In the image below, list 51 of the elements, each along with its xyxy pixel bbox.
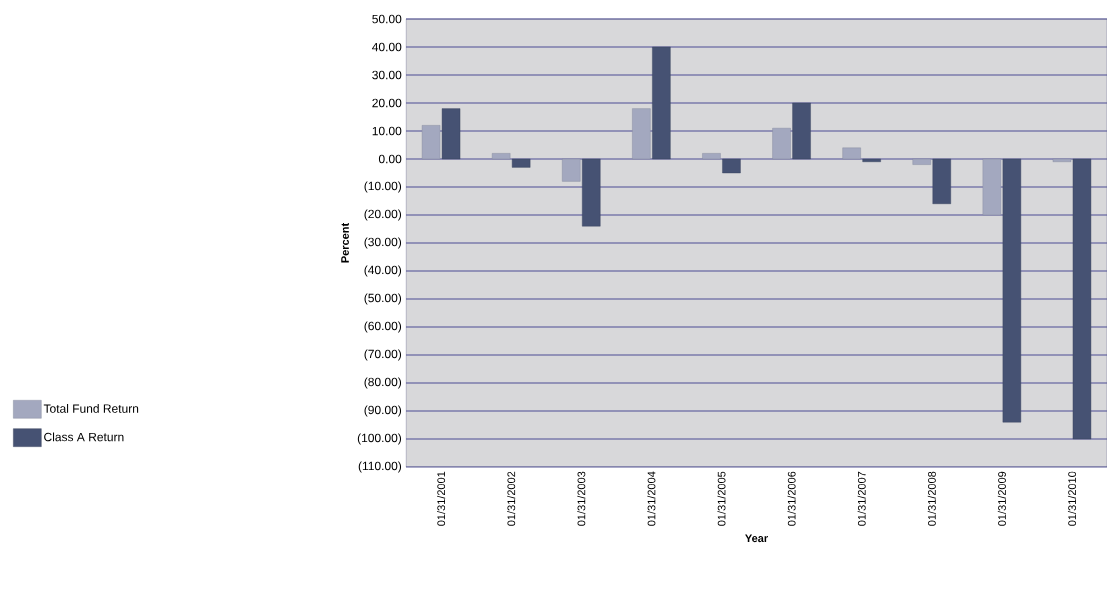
bar (772, 127, 791, 160)
legend-label: Total Fund Return (43, 404, 139, 413)
bar (702, 153, 721, 160)
x-tick-label: 01/31/2005 (717, 471, 726, 526)
bar (792, 102, 811, 160)
legend-label: Class A Return (44, 432, 124, 442)
bar (1002, 158, 1022, 423)
y-tick-label: 10.00 (372, 126, 402, 136)
x-tick-label: 01/31/2006 (787, 471, 796, 526)
y-tick-label: 30.00 (372, 70, 402, 80)
x-tick-label: 01/31/2008 (927, 471, 936, 526)
bar (582, 158, 601, 227)
bar (722, 158, 741, 174)
bar (652, 46, 671, 160)
x-tick-label: 01/31/2009 (997, 471, 1006, 526)
bar (912, 158, 931, 165)
y-tick-label: (40.00) (364, 265, 402, 277)
y-tick-label: (10.00) (364, 181, 402, 193)
y-tick-label: 50.00 (372, 14, 402, 24)
bar (421, 125, 441, 160)
x-axis-title: Year (745, 534, 768, 543)
x-tick-label: 01/31/2001 (437, 471, 446, 526)
y-tick-label: 20.00 (372, 98, 402, 108)
x-tick-label: 01/31/2010 (1067, 471, 1077, 526)
bar (1052, 158, 1072, 162)
y-tick-label: (20.00) (364, 209, 402, 221)
y-tick-label: (60.00) (364, 321, 402, 333)
x-tick-label: 01/31/2002 (507, 471, 516, 526)
bar (1072, 158, 1092, 440)
y-tick-label: 40.00 (372, 42, 402, 52)
bar (982, 158, 1002, 216)
y-tick-label: (90.00) (364, 405, 402, 417)
y-tick-label: (80.00) (364, 377, 402, 389)
bar (932, 158, 951, 204)
bar (562, 158, 581, 182)
y-tick-label: (70.00) (364, 349, 402, 361)
y-tick-label: (50.00) (364, 293, 402, 305)
bar (491, 153, 511, 160)
bar (632, 108, 651, 160)
x-tick-label: 01/31/2003 (577, 471, 586, 526)
x-tick-label: 01/31/2007 (857, 471, 866, 526)
y-tick-label: (110.00) (358, 461, 402, 473)
y-tick-label: (100.00) (357, 433, 402, 445)
y-tick-label: (30.00) (364, 237, 402, 249)
bar (441, 108, 461, 160)
y-axis-title: Percent (341, 222, 349, 263)
bar (511, 158, 531, 168)
bar (842, 147, 861, 160)
x-tick-label: 01/31/2004 (647, 471, 656, 526)
bar (862, 158, 881, 162)
y-tick-label: 0.00 (378, 154, 402, 164)
